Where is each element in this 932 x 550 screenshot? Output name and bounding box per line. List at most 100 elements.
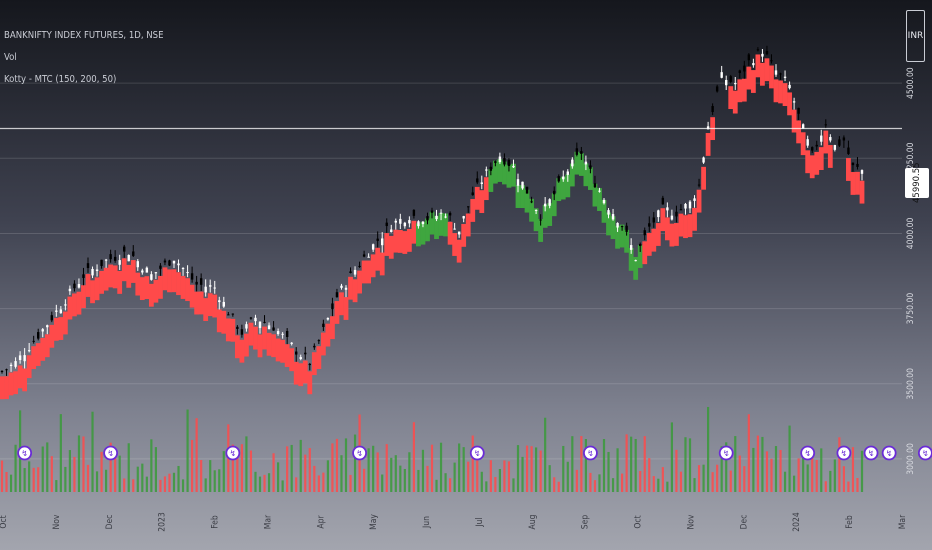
- band-bar: [320, 332, 326, 356]
- volume-bar: [272, 453, 275, 492]
- band-bar: [515, 185, 521, 208]
- band-bar: [533, 208, 539, 232]
- volume-bar: [811, 450, 814, 492]
- band-bar: [244, 333, 249, 357]
- volume-bar: [761, 436, 764, 492]
- band-bar: [755, 54, 761, 78]
- event-marker-icon: [863, 445, 879, 461]
- candle-body: [770, 60, 773, 62]
- band-bar: [470, 199, 476, 222]
- volume-bar: [630, 436, 633, 492]
- volume-bar: [851, 447, 855, 492]
- volume-bar: [485, 481, 488, 492]
- candle-body: [761, 53, 764, 57]
- candle-body: [141, 270, 144, 273]
- volume-bar: [575, 469, 578, 492]
- band-bar: [628, 247, 634, 271]
- volume-bar: [697, 465, 701, 492]
- candle-body: [5, 369, 8, 371]
- volume-bar: [779, 449, 782, 492]
- candle-body: [204, 286, 207, 293]
- volume-bar: [675, 449, 678, 492]
- volume-bar: [399, 465, 402, 492]
- volume-bar: [41, 446, 44, 492]
- volume-label[interactable]: Vol: [4, 52, 17, 63]
- band-bar: [434, 216, 439, 240]
- candle-body: [276, 331, 280, 335]
- volume-bar: [132, 479, 135, 492]
- volume-bar: [702, 464, 705, 492]
- band-bar: [592, 183, 598, 207]
- candle-body: [123, 246, 126, 252]
- candle-body: [634, 260, 637, 262]
- volume-bar: [267, 473, 271, 492]
- volume-bar: [743, 466, 746, 492]
- volume-bar: [548, 465, 551, 492]
- band-bar: [35, 343, 41, 366]
- x-tick-label: Aug: [528, 514, 538, 529]
- volume-bar: [295, 477, 298, 492]
- currency-unit-badge[interactable]: INR: [906, 10, 925, 62]
- volume-bar: [661, 467, 664, 492]
- band-bar: [234, 335, 240, 359]
- band-bar: [800, 132, 806, 156]
- candle-body: [73, 283, 76, 289]
- candle-body: [376, 238, 379, 241]
- band-bar: [99, 270, 104, 294]
- x-tick-label: 2023: [158, 512, 168, 532]
- volume-bar: [611, 478, 615, 492]
- volume-bar: [254, 471, 257, 492]
- indicator-label[interactable]: Kotty - MTC (150, 200, 50): [4, 74, 117, 85]
- candle-body: [408, 220, 411, 224]
- band-bar: [750, 70, 756, 93]
- volume-bar: [693, 478, 696, 492]
- candle-body: [562, 176, 565, 180]
- band-bar: [574, 151, 580, 175]
- candle-body: [448, 212, 452, 216]
- band-bar: [198, 291, 204, 315]
- candle-body: [548, 199, 551, 206]
- candle-body: [41, 329, 44, 332]
- band-bar: [311, 352, 317, 376]
- volume-bar: [363, 468, 366, 492]
- volume-bar: [503, 460, 506, 492]
- band-bar: [578, 153, 584, 176]
- candle-body: [118, 260, 121, 265]
- event-glyph: ↯: [804, 449, 811, 458]
- candle-body: [575, 148, 579, 155]
- volume-bar: [815, 460, 818, 492]
- volume-bar: [643, 436, 646, 492]
- volume-bar: [729, 470, 732, 492]
- candle-body: [616, 222, 619, 228]
- candle-body: [453, 228, 456, 230]
- band-bar: [221, 310, 227, 334]
- candle-body: [231, 313, 235, 315]
- candle-body: [797, 107, 800, 114]
- band-bar: [846, 158, 851, 181]
- candle-body: [295, 351, 298, 355]
- band-bar: [361, 260, 367, 284]
- volume-bar: [562, 445, 565, 492]
- band-bar: [393, 229, 399, 253]
- band-bar: [4, 376, 9, 400]
- volume-bar: [833, 459, 836, 492]
- band-bar: [375, 247, 381, 271]
- candle-body: [240, 329, 244, 335]
- candle-body: [195, 281, 198, 285]
- band-bar: [646, 232, 652, 256]
- symbol-title[interactable]: BANKNIFTY INDEX FUTURES, 1D, NSE: [4, 30, 164, 41]
- volume-bar: [430, 444, 434, 492]
- band-bar: [551, 193, 557, 217]
- event-marker-icon: [17, 445, 33, 461]
- volume-bar: [770, 458, 773, 492]
- candle-body: [340, 285, 343, 288]
- band-bar: [488, 169, 494, 192]
- volume-bar: [467, 461, 470, 492]
- event-glyph: ↯: [922, 449, 929, 458]
- volume-bar: [308, 448, 311, 492]
- volume-bar: [403, 468, 406, 492]
- candle-body: [136, 261, 139, 268]
- candle-body: [838, 139, 841, 146]
- band-bar: [406, 228, 412, 252]
- candle-body: [27, 350, 31, 352]
